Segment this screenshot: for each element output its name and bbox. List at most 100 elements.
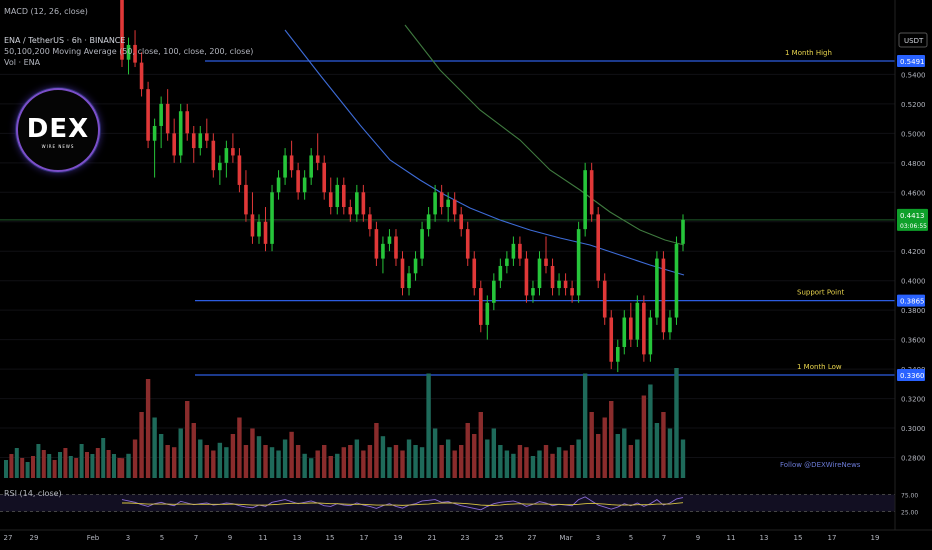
volume-bar bbox=[609, 401, 614, 478]
volume-bar bbox=[504, 450, 510, 478]
x-tick-label: 19 bbox=[871, 534, 880, 542]
candle-body bbox=[537, 258, 542, 289]
candle-body bbox=[120, 0, 124, 60]
volume-bar bbox=[41, 450, 46, 478]
volume-bar bbox=[654, 423, 660, 478]
candle-body bbox=[309, 155, 313, 178]
volume-bar bbox=[95, 448, 100, 478]
candle-body bbox=[296, 170, 300, 193]
volume-bar bbox=[90, 454, 95, 478]
candle-body bbox=[159, 103, 163, 126]
x-tick-label: 21 bbox=[428, 534, 437, 542]
y-tick-label: 0.3200 bbox=[901, 396, 926, 404]
volume-bar bbox=[20, 458, 25, 478]
rsi-tick-label: 25.00 bbox=[901, 510, 918, 517]
candle-body bbox=[629, 317, 633, 340]
volume-bar bbox=[132, 439, 138, 478]
volume-bar bbox=[117, 458, 122, 478]
volume-bar bbox=[256, 436, 262, 478]
candle-body bbox=[205, 133, 209, 141]
volume-bar bbox=[295, 445, 301, 478]
level-label: Support Point bbox=[797, 289, 845, 297]
volume-bar bbox=[426, 373, 431, 478]
volume-bar bbox=[380, 436, 386, 478]
candle-body bbox=[648, 317, 653, 355]
volume-bar bbox=[119, 458, 125, 478]
macd-label[interactable]: MACD (12, 26, close) bbox=[4, 7, 88, 16]
candle-body bbox=[198, 133, 203, 149]
candle-body bbox=[244, 184, 248, 215]
chart-grid bbox=[0, 73, 895, 459]
volume-bar bbox=[413, 445, 418, 478]
volume-bar bbox=[79, 444, 84, 478]
candle-body bbox=[146, 89, 150, 141]
currency-box bbox=[898, 32, 928, 48]
volume-bar bbox=[524, 447, 529, 478]
volume-bar bbox=[112, 454, 116, 478]
volume-bar bbox=[354, 439, 360, 478]
volume-bar bbox=[126, 453, 131, 478]
volume-bar bbox=[185, 401, 190, 478]
symbol-title: ENA / TetherUS · 6h · BINANCE bbox=[4, 36, 126, 45]
y-tick-label: 0.4200 bbox=[901, 248, 926, 256]
volume-bar bbox=[387, 447, 392, 478]
volume-bar bbox=[569, 445, 575, 478]
volume-bar bbox=[485, 439, 490, 478]
volume-bar bbox=[543, 445, 549, 478]
level-label: 1 Month Low bbox=[797, 363, 842, 371]
price-tag bbox=[897, 369, 925, 381]
volume-bar bbox=[661, 412, 666, 478]
volume-bar bbox=[47, 454, 52, 478]
candle-body bbox=[302, 177, 307, 193]
volume-bar bbox=[478, 412, 483, 478]
ma100-line bbox=[404, 24, 685, 246]
y-tick-label: 0.4800 bbox=[901, 160, 926, 168]
candle-body bbox=[361, 192, 366, 215]
x-tick-label: Mar bbox=[559, 534, 572, 542]
candle-body bbox=[270, 192, 274, 244]
volume-bar bbox=[393, 445, 399, 478]
y-tick-label: 0.5400 bbox=[901, 71, 926, 79]
rsi-ma-line bbox=[122, 502, 684, 506]
candle-body bbox=[368, 214, 372, 230]
rsi-legend[interactable]: RSI (14, close) bbox=[4, 489, 62, 498]
volume-bar bbox=[537, 450, 542, 478]
volume-bar bbox=[276, 450, 281, 478]
candle-body bbox=[387, 236, 392, 244]
volume-bar bbox=[628, 445, 634, 478]
volume-legend[interactable]: Vol · ENA bbox=[4, 58, 41, 67]
candle-body bbox=[635, 302, 640, 340]
x-tick-label: 17 bbox=[828, 534, 837, 542]
moving-average-legend[interactable]: 50,100,200 Moving Average (50, close, 10… bbox=[4, 47, 254, 56]
volume-bar bbox=[4, 460, 8, 478]
volume-bar bbox=[439, 445, 444, 478]
candle-body bbox=[452, 199, 457, 215]
volume-bar bbox=[237, 417, 242, 478]
x-tick-label: 7 bbox=[662, 534, 666, 542]
volume-bar bbox=[556, 447, 562, 478]
candle-body bbox=[413, 258, 418, 274]
volume-bar bbox=[250, 428, 255, 478]
candle-body bbox=[505, 258, 509, 266]
candle-body bbox=[394, 236, 398, 259]
volume-bar bbox=[472, 434, 477, 478]
volume-bar bbox=[68, 456, 73, 478]
candle-body bbox=[263, 221, 268, 244]
volume-bar bbox=[432, 428, 438, 478]
x-tick-label: 17 bbox=[360, 534, 369, 542]
volume-bar bbox=[400, 450, 405, 478]
volume-bar bbox=[452, 450, 457, 478]
volume-bar bbox=[171, 447, 177, 478]
volume-bar bbox=[582, 373, 588, 478]
candle-body bbox=[498, 265, 503, 281]
volume-bar bbox=[517, 445, 523, 478]
candle-body bbox=[374, 229, 379, 259]
candle-body bbox=[570, 288, 574, 296]
x-tick-label: 9 bbox=[696, 534, 700, 542]
volume-bar bbox=[615, 434, 620, 478]
volume-bar bbox=[367, 445, 373, 478]
candle-body bbox=[426, 214, 431, 230]
time-axis: 27 29 Feb 3 5 7 9 11 13 15 17 19 21 23 25 27 Mar 3 5 7 9 11 13… bbox=[0, 529, 932, 542]
candle-body bbox=[152, 125, 157, 141]
